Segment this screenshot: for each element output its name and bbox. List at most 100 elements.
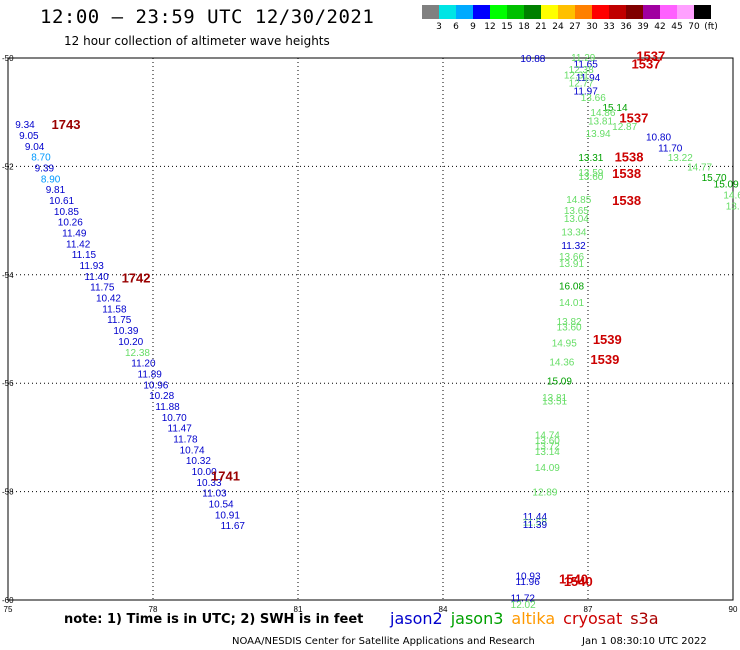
y-tick-label: -58 — [2, 488, 14, 497]
wave-height-value: 14.85 — [566, 195, 591, 206]
wave-height-value: 9.04 — [25, 142, 45, 153]
wave-height-value: 11.70 — [658, 143, 683, 154]
pass-time-label: 1539 — [593, 332, 622, 347]
color-swatch — [473, 5, 490, 19]
wave-height-value: 13.94 — [586, 129, 611, 140]
track-jason2: 9.349.059.048.709.398.909.8110.6110.8510… — [15, 117, 245, 532]
wave-height-value: 11.94 — [576, 73, 601, 84]
wave-height-value: 10.33 — [197, 478, 222, 489]
wave-height-value: 13.82 — [557, 317, 582, 328]
wave-height-value: 14.67 — [723, 191, 740, 202]
axis-ticks: 75 78 81 84 87 90 -50 -52 -54 -56 -58 -60 — [2, 54, 738, 614]
wave-height-value: 13.60 — [557, 322, 582, 333]
wave-height-value: 11.75 — [107, 315, 132, 326]
color-scale-label: 18 — [518, 22, 530, 32]
pass-time-label: 1540 — [564, 574, 593, 589]
wave-height-value: 11.47 — [168, 424, 193, 435]
satellite-legend: jason2 jason3 altika cryosat s3a — [390, 609, 667, 628]
wave-height-value: 14.36 — [549, 358, 574, 369]
color-swatch — [439, 5, 456, 19]
wave-height-value: 11.65 — [574, 59, 599, 70]
wave-height-value: 14.01 — [559, 298, 584, 309]
pass-time-label: 1538 — [612, 193, 641, 208]
track-jason3: 10.88 11.2911.6512.3812.3111.9412.7711.97… — [511, 48, 740, 611]
wave-height-value: 15.09 — [547, 376, 572, 387]
credit-line: NOAA/NESDIS Center for Satellite Applica… — [232, 636, 535, 647]
wave-height-value: 11.93 — [80, 261, 105, 272]
pass-time-label: 1742 — [122, 271, 151, 286]
wave-height-value: 13.72 — [535, 442, 560, 453]
wave-height-value: 11.39 — [523, 520, 548, 531]
y-tick-label: -52 — [2, 162, 14, 171]
wave-height-value: 11.97 — [574, 87, 599, 98]
wave-height-value: 11.78 — [173, 434, 198, 445]
footnote: note: 1) Time is in UTC; 2) SWH is in fe… — [64, 612, 364, 627]
color-swatch — [422, 5, 439, 19]
color-swatch — [524, 5, 541, 19]
wave-height-value: 13.66 — [581, 93, 606, 104]
y-tick-label: -56 — [2, 379, 14, 388]
wave-height-value: 10.70 — [162, 413, 187, 424]
color-scale-label: 33 — [603, 22, 615, 32]
x-tick-label: 84 — [439, 605, 448, 614]
color-scale-label: 30 — [586, 22, 598, 32]
color-scale-label: 21 — [535, 22, 547, 32]
wave-height-value: 12.89 — [532, 488, 557, 499]
color-scale-label: 42 — [654, 22, 666, 32]
wave-height-value: 12.77 — [569, 78, 594, 89]
wave-height-value: 8.70 — [31, 153, 51, 164]
legend-s3a: s3a — [630, 609, 659, 628]
pass-time-label: 1540 — [559, 571, 588, 586]
color-scale-label: 27 — [569, 22, 581, 32]
legend-cryosat: cryosat — [563, 609, 623, 628]
wave-height-value: 11.44 — [523, 512, 548, 523]
wave-height-value: 13.14 — [535, 447, 560, 458]
y-tick-label: -60 — [2, 596, 14, 605]
wave-height-value: 10.61 — [49, 196, 74, 207]
color-swatch — [575, 5, 592, 19]
wave-height-value: 12.02 — [511, 600, 536, 611]
wave-height-value: 15.09 — [714, 180, 739, 191]
wave-height-value: 11.72 — [511, 593, 536, 604]
satellite-tracks: 9.349.059.048.709.398.909.8110.6110.8510… — [15, 48, 740, 611]
wave-height-value: 9.34 — [15, 120, 35, 131]
wave-height-value: 10.96 — [143, 380, 168, 391]
wave-height-value: 11.89 — [138, 369, 163, 380]
pass-time-label: 1743 — [52, 117, 81, 132]
wave-height-value: 13.51 — [542, 397, 567, 408]
y-tick-label: -50 — [2, 54, 14, 63]
color-swatch — [609, 5, 626, 19]
pass-time-label: 1538 — [615, 150, 644, 165]
color-scale-label: 3 — [436, 22, 442, 32]
color-scale-label: 15 — [501, 22, 513, 32]
wave-height-value: 9.81 — [46, 185, 66, 196]
wave-height-value: 14.74 — [535, 431, 560, 442]
wave-height-value: 12.38 — [125, 348, 150, 359]
pass-time-label: 1537 — [636, 48, 665, 63]
wave-height-value: 11.42 — [66, 239, 91, 250]
wave-height-value: 10.39 — [113, 326, 138, 337]
x-tick-label: 78 — [149, 605, 158, 614]
color-swatch — [694, 5, 711, 19]
legend-jason3: jason3 — [450, 609, 504, 628]
wave-height-value: 10.28 — [149, 391, 174, 402]
wave-height-value: 13.65 — [564, 206, 589, 217]
pass-time-label: 1539 — [590, 352, 619, 367]
wave-height-value: 11.40 — [84, 272, 109, 283]
wave-height-value: 11.32 — [561, 241, 586, 252]
wave-height-value: 13.91 — [559, 259, 584, 270]
wave-height-value: 10.85 — [54, 207, 79, 218]
wave-height-value: 12.31 — [564, 70, 589, 81]
color-scale-label: 36 — [620, 22, 632, 32]
wave-height-value: 10.32 — [186, 456, 211, 467]
wave-height-value: 15.70 — [702, 173, 727, 184]
color-swatch — [643, 5, 660, 19]
wave-height-value: 11.29 — [571, 53, 596, 64]
wave-height-value: 13.81 — [542, 393, 567, 404]
wave-height-value: 11.58 — [523, 517, 548, 528]
y-tick-label: -54 — [2, 271, 14, 280]
pass-time-label: 1741 — [211, 468, 240, 483]
color-scale-label: 24 — [552, 22, 564, 32]
wave-height-value: 13.60 — [535, 436, 560, 447]
